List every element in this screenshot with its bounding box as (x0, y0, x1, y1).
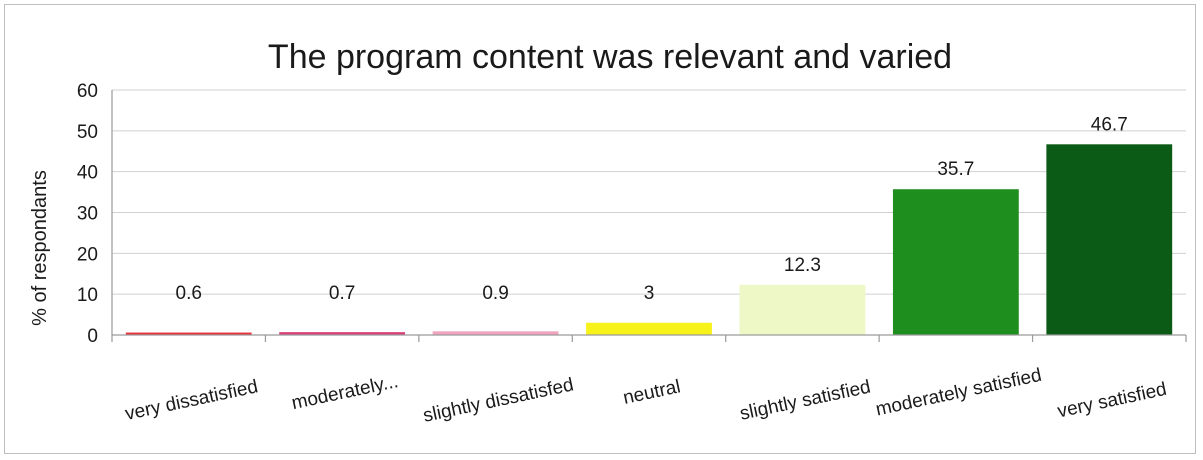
y-tick-label: 50 (77, 122, 98, 143)
y-tick-label: 60 (77, 81, 98, 102)
chart-title: The program content was relevant and var… (268, 38, 952, 76)
y-axis-ticks: 0 10 20 30 40 50 60 (77, 81, 98, 347)
bars (125, 144, 1173, 335)
bar-1 (125, 332, 252, 335)
data-label: 35.7 (937, 159, 974, 180)
data-label: 3 (644, 283, 655, 304)
bar-7 (1046, 144, 1173, 335)
data-label: 46.7 (1091, 114, 1128, 135)
bar-3 (432, 331, 559, 335)
y-axis-label: % of respondants (29, 170, 51, 326)
y-tick-label: 20 (77, 244, 98, 265)
category-label: very satisfied (1056, 379, 1169, 423)
category-label: moderately satisfied (874, 365, 1044, 421)
data-label: 0.7 (329, 283, 355, 304)
x-axis (111, 90, 1187, 342)
data-labels: 0.6 0.7 0.9 3 12.3 35.7 46.7 (176, 114, 1128, 304)
data-label: 0.9 (482, 283, 508, 304)
category-label: slightly satisfied (738, 377, 873, 425)
y-tick-label: 10 (77, 285, 98, 306)
y-tick-label: 30 (77, 204, 98, 225)
bar-5 (739, 284, 866, 335)
category-labels: very dissatisfied moderately... slightly d… (123, 365, 1168, 427)
data-label: 12.3 (784, 255, 821, 276)
data-label: 0.6 (176, 283, 202, 304)
gridlines (112, 89, 1186, 295)
category-label: neutral (621, 376, 682, 409)
category-label: very dissatisfied (123, 376, 260, 425)
bar-4 (586, 322, 712, 335)
bar-2 (279, 332, 406, 335)
y-tick-label: 0 (87, 326, 98, 347)
bar-6 (892, 189, 1019, 335)
y-tick-label: 40 (77, 163, 98, 184)
category-label: slightly dissatisfed (421, 374, 575, 426)
category-label: moderately... (290, 371, 400, 414)
